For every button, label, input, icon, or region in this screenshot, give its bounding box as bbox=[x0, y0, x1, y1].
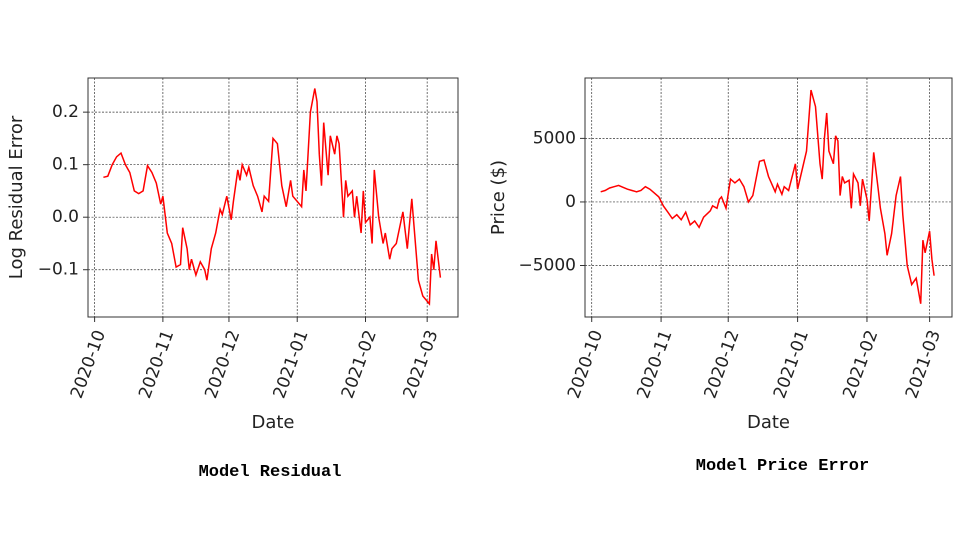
x-tick-label: 2020-10 bbox=[67, 328, 110, 402]
plot-frame bbox=[584, 77, 953, 318]
y-tick-label: 5000 bbox=[533, 128, 576, 148]
y-tick-label: −5000 bbox=[518, 256, 576, 276]
chart-title: Model Price Error bbox=[696, 457, 869, 476]
x-tick-label: 2021-01 bbox=[270, 328, 313, 402]
data-line bbox=[600, 89, 935, 304]
x-tick-label: 2021-02 bbox=[338, 328, 381, 402]
x-axis-label: Date bbox=[747, 412, 790, 433]
x-tick-label: 2021-03 bbox=[399, 328, 442, 402]
plot-frame bbox=[87, 77, 459, 318]
y-tick-label: 0 bbox=[565, 192, 576, 212]
y-axis-label: Price ($) bbox=[488, 160, 509, 235]
x-tick-label: 2020-12 bbox=[701, 328, 744, 402]
x-tick-label: 2020-10 bbox=[564, 328, 607, 402]
x-tick-label: 2020-12 bbox=[201, 328, 244, 402]
x-tick-label: 2021-01 bbox=[770, 328, 813, 402]
y-tick-label: 0.1 bbox=[52, 155, 79, 175]
x-tick-label: 2021-03 bbox=[902, 328, 945, 402]
y-tick-label: 0.2 bbox=[52, 102, 79, 122]
x-tick-label: 2020-11 bbox=[135, 328, 178, 402]
chart-title: Model Residual bbox=[199, 463, 342, 482]
y-tick-label: 0.0 bbox=[52, 207, 79, 227]
y-axis-label: Log Residual Error bbox=[6, 115, 27, 279]
x-axis-label: Date bbox=[251, 412, 294, 433]
x-tick-label: 2020-11 bbox=[633, 328, 676, 402]
y-tick-label: −0.1 bbox=[38, 260, 79, 280]
x-tick-label: 2021-02 bbox=[839, 328, 882, 402]
data-line bbox=[103, 88, 442, 306]
